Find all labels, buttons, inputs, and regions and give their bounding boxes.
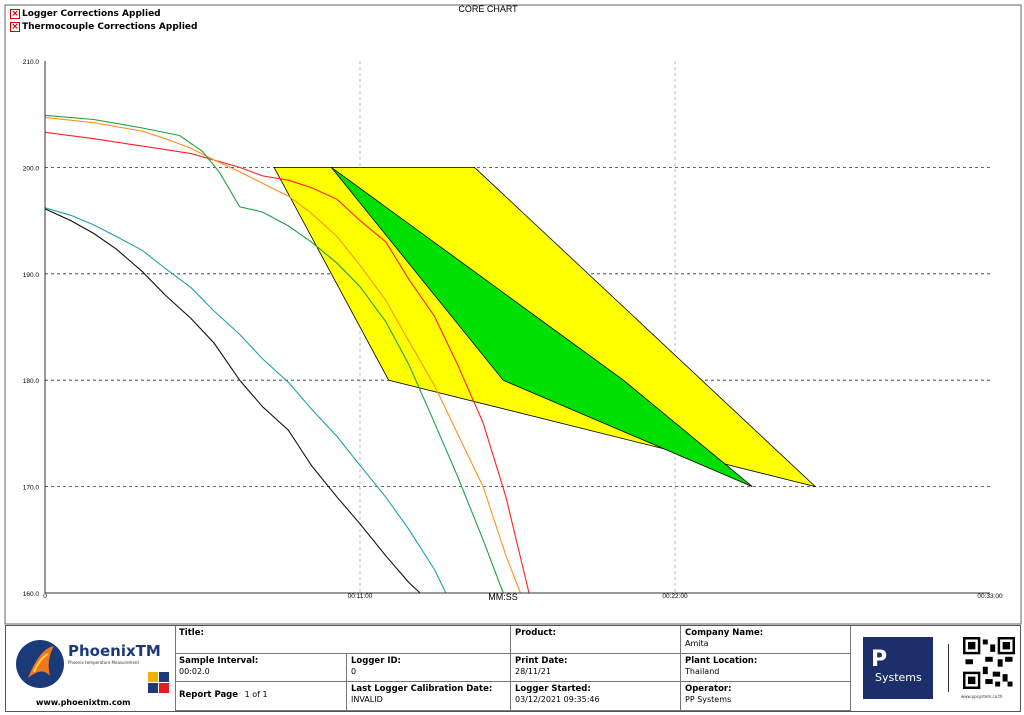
red-x-checkbox-icon[interactable]: × <box>10 22 20 32</box>
sample-interval-label: Sample Interval: <box>179 656 259 666</box>
x-tick-label: 00:11:00 <box>348 593 373 600</box>
y-tick-label: 190.0 <box>23 272 40 279</box>
logger-started-cell: Logger Started: 03/12/2021 09:35:46 <box>511 682 681 711</box>
legend-thermocouple-corrections: Thermocouple Corrections Applied <box>22 22 198 32</box>
pp-systems-logo: P Systems <box>863 637 933 699</box>
series-line-1 <box>44 131 530 594</box>
axes: 160.0 170.0 180.0 190.0 200.0 210.0 0 00:11:00 0… <box>23 59 1003 600</box>
x-axis-label: MM:SS <box>488 592 518 602</box>
plant-location-cell: Plant Location: Thailand <box>681 654 851 682</box>
company-url[interactable]: www.phoenixtm.com <box>36 698 131 707</box>
plant-location-value: Thailand <box>685 667 720 676</box>
y-tick-label: 210.0 <box>23 59 40 66</box>
pp-logo-letter: P <box>871 647 888 672</box>
series-line-4 <box>44 207 447 594</box>
chart-frame <box>4 4 1022 625</box>
company-logo-text: PhoenixTM <box>68 642 161 660</box>
print-date-label: Print Date: <box>515 656 568 666</box>
phoenix-bird-icon <box>16 640 64 688</box>
core-chart: 160.0 170.0 180.0 190.0 200.0 210.0 0 00:11:00 0… <box>4 4 1022 625</box>
annotation-layer <box>273 166 817 488</box>
plant-location-label: Plant Location: <box>685 656 758 666</box>
logger-id-cell: Logger ID: 0 <box>347 654 511 682</box>
print-date-value: 28/11/21 <box>515 667 551 676</box>
sample-interval-value: 00:02.0 <box>179 667 210 676</box>
calibration-value: INVALID <box>351 695 383 704</box>
logger-started-value: 03/12/2021 09:35:46 <box>515 695 600 704</box>
red-x-checkbox-icon[interactable]: × <box>10 9 20 19</box>
title-cell: Title: <box>175 626 511 654</box>
series-layer <box>44 114 530 594</box>
y-tick-label: 170.0 <box>23 485 40 492</box>
x-tick-label: 00:33:00 <box>977 593 1003 600</box>
series-line-2 <box>44 116 521 594</box>
series-line-3 <box>44 114 504 594</box>
operator-value: PP Systems <box>685 695 732 704</box>
product-label: Product: <box>515 628 556 638</box>
company-tagline: Phoenix temperature Measurement <box>68 660 140 665</box>
company-name-value: Amita <box>685 639 709 648</box>
pp-logo-text: Systems <box>875 671 922 684</box>
pp-systems-block: P Systems www.ppsystem.co.th <box>851 626 1021 711</box>
qr-code-icon[interactable] <box>963 637 1015 689</box>
legend-logger-corrections: Logger Corrections Applied <box>22 9 161 19</box>
y-tick-label: 180.0 <box>23 378 40 385</box>
calibration-label: Last Logger Calibration Date: <box>351 684 493 694</box>
logger-id-label: Logger ID: <box>351 656 401 666</box>
phoenixtm-logo-block: PhoenixTM Phoenix temperature Measuremen… <box>6 626 176 711</box>
calibration-cell: Last Logger Calibration Date: INVALID <box>347 682 511 711</box>
company-name-label: Company Name: <box>685 628 764 638</box>
print-date-cell: Print Date: 28/11/21 <box>511 654 681 682</box>
x-tick-label: 0 <box>43 593 47 600</box>
sample-interval-cell: Sample Interval: 00:02.0 <box>175 654 347 682</box>
operator-cell: Operator: PP Systems <box>681 682 851 711</box>
pp-separator <box>948 644 949 692</box>
y-tick-label: 200.0 <box>23 165 40 172</box>
report-footer: PhoenixTM Phoenix temperature Measuremen… <box>5 625 1021 712</box>
qr-caption: www.ppsystem.co.th <box>961 694 1003 699</box>
logger-id-value: 0 <box>351 667 357 676</box>
report-page-value: 1 of 1 <box>244 690 268 699</box>
title-label: Title: <box>179 628 204 638</box>
logger-started-label: Logger Started: <box>515 684 591 694</box>
product-cell: Product: <box>511 626 681 654</box>
color-squares-icon <box>148 672 169 693</box>
green-zone-polygon <box>331 167 753 487</box>
company-name-cell: Company Name: Amita <box>681 626 851 654</box>
series-line-5 <box>44 208 421 594</box>
y-tick-label: 160.0 <box>23 591 40 598</box>
report-page-cell: Report Page 1 of 1 <box>175 682 347 711</box>
x-tick-label: 00:22:00 <box>662 593 688 600</box>
chart-title: CORE CHART <box>458 4 518 14</box>
operator-label: Operator: <box>685 684 732 694</box>
report-page-label: Report Page <box>179 690 239 700</box>
